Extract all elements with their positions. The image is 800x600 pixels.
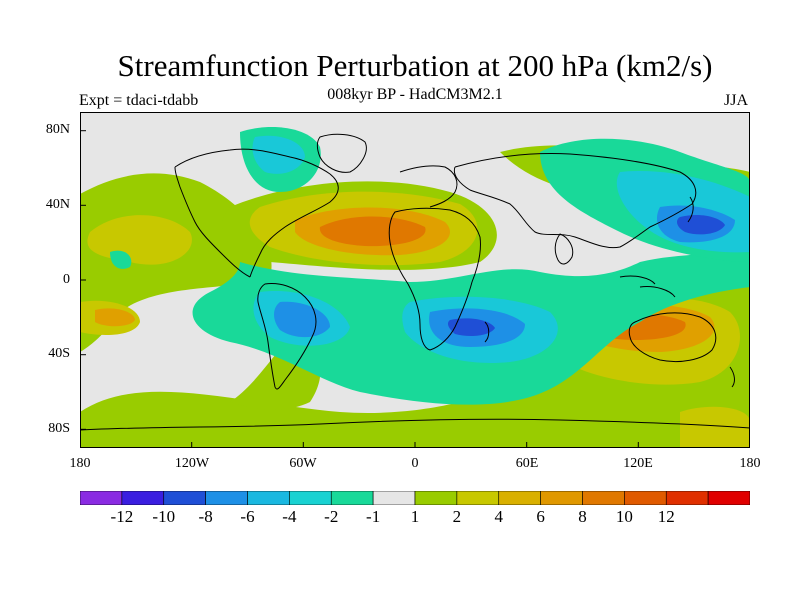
lon-label-180e: 180 (739, 456, 761, 471)
colorbar-tick-label: 8 (578, 507, 587, 526)
colorbar-swatch (80, 491, 123, 505)
lat-label-40s: 40S (48, 346, 70, 361)
colorbar-swatch (624, 491, 667, 505)
colorbar-tick-label: 1 (410, 507, 420, 526)
lon-label-60e: 60E (515, 456, 539, 471)
colorbar-tick-label: -2 (324, 507, 339, 526)
lat-label-80n: 80N (45, 122, 70, 137)
colorbar-tick-label: 12 (657, 507, 675, 526)
map-ticks (80, 130, 639, 448)
lon-label-120w: 120W (174, 456, 210, 471)
colorbar-tick-label: -12 (110, 507, 134, 526)
colorbar-swatch (414, 491, 458, 505)
colorbar-swatch (205, 491, 248, 505)
colorbar-swatch (330, 491, 374, 505)
colorbar-tick-label: 10 (615, 507, 633, 526)
lon-label-0: 0 (411, 456, 419, 471)
season-label: JJA (724, 92, 749, 109)
colorbar-tick-label: -1 (366, 507, 381, 526)
lat-label-80s: 80S (48, 421, 70, 436)
colorbar-swatch (247, 491, 290, 505)
colorbar-swatch (456, 491, 500, 505)
colorbar-swatch (540, 491, 583, 505)
chart-subtitle: 008kyr BP - HadCM3M2.1 (327, 86, 503, 103)
experiment-label: Expt = tdaci-tdabb (79, 92, 199, 109)
colorbar-swatch (289, 491, 332, 505)
lon-label-120e: 120E (623, 456, 653, 471)
colorbar-tick-label: -4 (282, 507, 297, 526)
colorbar-swatch (163, 491, 206, 505)
colorbar-swatch (498, 491, 541, 505)
colorbar-tick-label: 2 (452, 507, 462, 526)
colorbar-tick-label: 4 (494, 507, 504, 526)
chart-title: Streamfunction Perturbation at 200 hPa (… (117, 48, 713, 83)
lon-label-60w: 60W (289, 456, 317, 471)
colorbar-swatch (665, 491, 709, 505)
colorbar-tick-label: -6 (240, 507, 255, 526)
coastlines (80, 133, 750, 431)
colorbar-tick-label: -10 (152, 507, 176, 526)
lat-label-0: 0 (63, 272, 70, 287)
colorbar (80, 491, 750, 505)
colorbar-swatch (372, 491, 416, 505)
colorbar-swatch (707, 491, 750, 505)
map (80, 112, 750, 448)
colorbar-swatch (121, 491, 165, 505)
colorbar-tick-label: -8 (198, 507, 213, 526)
lon-label-180w: 180 (69, 456, 91, 471)
colorbar-tick-label: 6 (536, 507, 545, 526)
lat-label-40n: 40N (45, 197, 70, 212)
colorbar-swatch (582, 491, 625, 505)
